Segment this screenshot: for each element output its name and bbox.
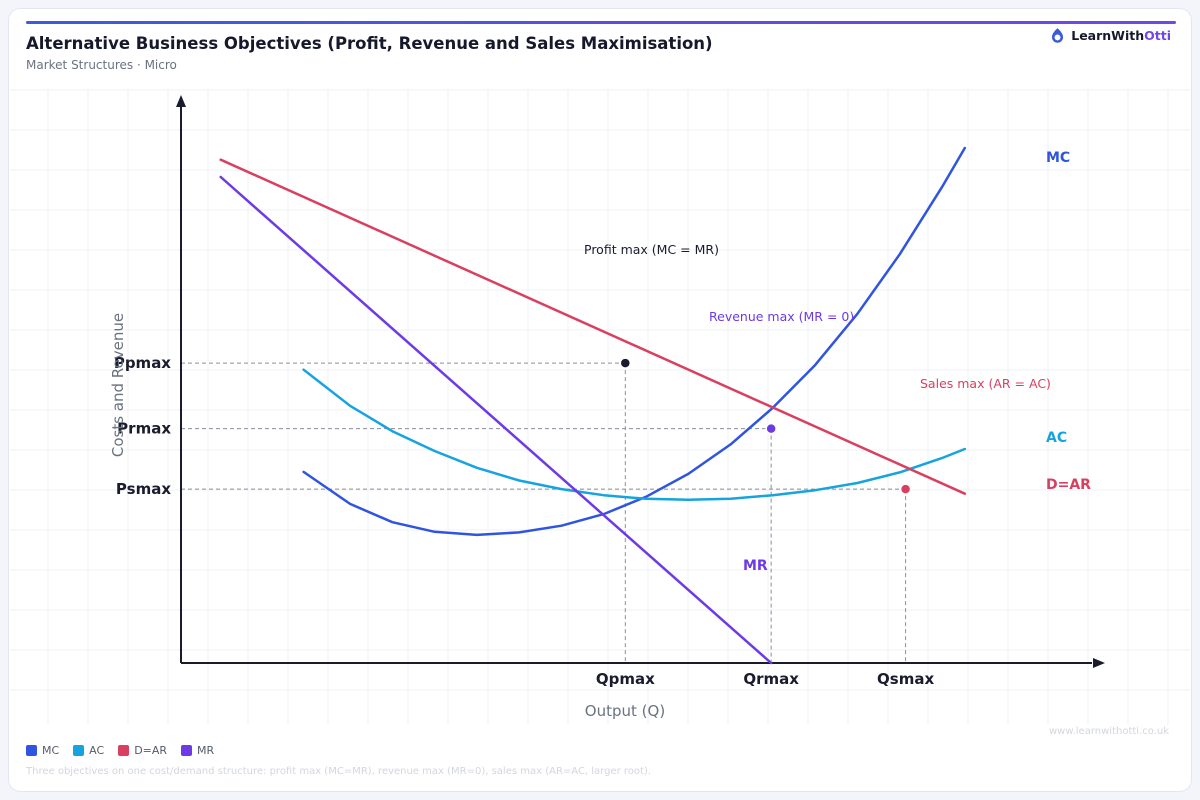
x-tick-label: Qrmax bbox=[743, 670, 799, 688]
legend-item: D=AR bbox=[118, 744, 167, 757]
brand-name-main: LearnWith bbox=[1071, 28, 1145, 43]
y-tick-label: Ppmax bbox=[114, 354, 171, 372]
equilibrium-point bbox=[899, 483, 912, 495]
equilibrium-point bbox=[765, 422, 777, 435]
otti-logo-icon bbox=[1052, 28, 1064, 43]
legend-label: D=AR bbox=[134, 744, 168, 757]
grid bbox=[10, 89, 1190, 725]
x-axis-title: Output (Q) bbox=[585, 702, 665, 720]
legend-swatch bbox=[118, 745, 130, 756]
series-line-mc bbox=[302, 146, 967, 537]
footnote: Three objectives on one cost/demand stru… bbox=[26, 766, 652, 777]
series-label: MC bbox=[1046, 150, 1070, 166]
brand[interactable]: LearnWithOtti bbox=[1049, 27, 1171, 44]
brand-name-accent: Otti bbox=[1144, 28, 1171, 43]
legend-label: MC bbox=[42, 744, 60, 757]
legend-label: MR bbox=[197, 744, 215, 757]
x-tick-label: Qpmax bbox=[596, 670, 655, 688]
chart-card: Alternative Business Objectives (Profit,… bbox=[8, 8, 1192, 792]
series-label: D=AR bbox=[1046, 477, 1091, 493]
page-subtitle: Market Structures · Micro bbox=[26, 58, 177, 72]
series-line-dar bbox=[219, 158, 967, 495]
series-label: MR bbox=[743, 558, 768, 574]
y-tick-label: Psmax bbox=[116, 480, 171, 498]
y-axis-title: Costs and Revenue bbox=[109, 313, 127, 457]
legend: MC AC D=AR MR bbox=[26, 744, 214, 757]
annotation-label: Profit max (MC = MR) bbox=[584, 242, 719, 257]
brand-name: LearnWithOtti bbox=[1071, 28, 1171, 43]
annotation-label: Revenue max (MR = 0) bbox=[709, 309, 854, 324]
legend-swatch bbox=[73, 745, 85, 756]
page-title: Alternative Business Objectives (Profit,… bbox=[26, 34, 713, 53]
website-watermark: www.learnwithotti.co.uk bbox=[1048, 726, 1169, 737]
guide-lines bbox=[181, 362, 907, 663]
y-tick-label: Prmax bbox=[117, 420, 171, 438]
legend-item: MC bbox=[26, 744, 59, 757]
series-label: AC bbox=[1046, 430, 1067, 446]
legend-swatch bbox=[181, 745, 193, 756]
series-line-mr bbox=[219, 175, 773, 665]
legend-item: MR bbox=[181, 744, 214, 757]
legend-label: AC bbox=[89, 744, 105, 757]
accent-bar bbox=[26, 21, 1176, 24]
x-axis-arrow-icon bbox=[1093, 658, 1105, 668]
y-axis-arrow-icon bbox=[176, 95, 186, 107]
legend-item: AC bbox=[73, 744, 104, 757]
equilibrium-point bbox=[619, 357, 632, 369]
annotation-label: Sales max (AR = AC) bbox=[920, 376, 1051, 391]
series-line-ac bbox=[302, 368, 967, 502]
x-tick-label: Qsmax bbox=[877, 670, 934, 688]
legend-swatch bbox=[26, 745, 37, 756]
